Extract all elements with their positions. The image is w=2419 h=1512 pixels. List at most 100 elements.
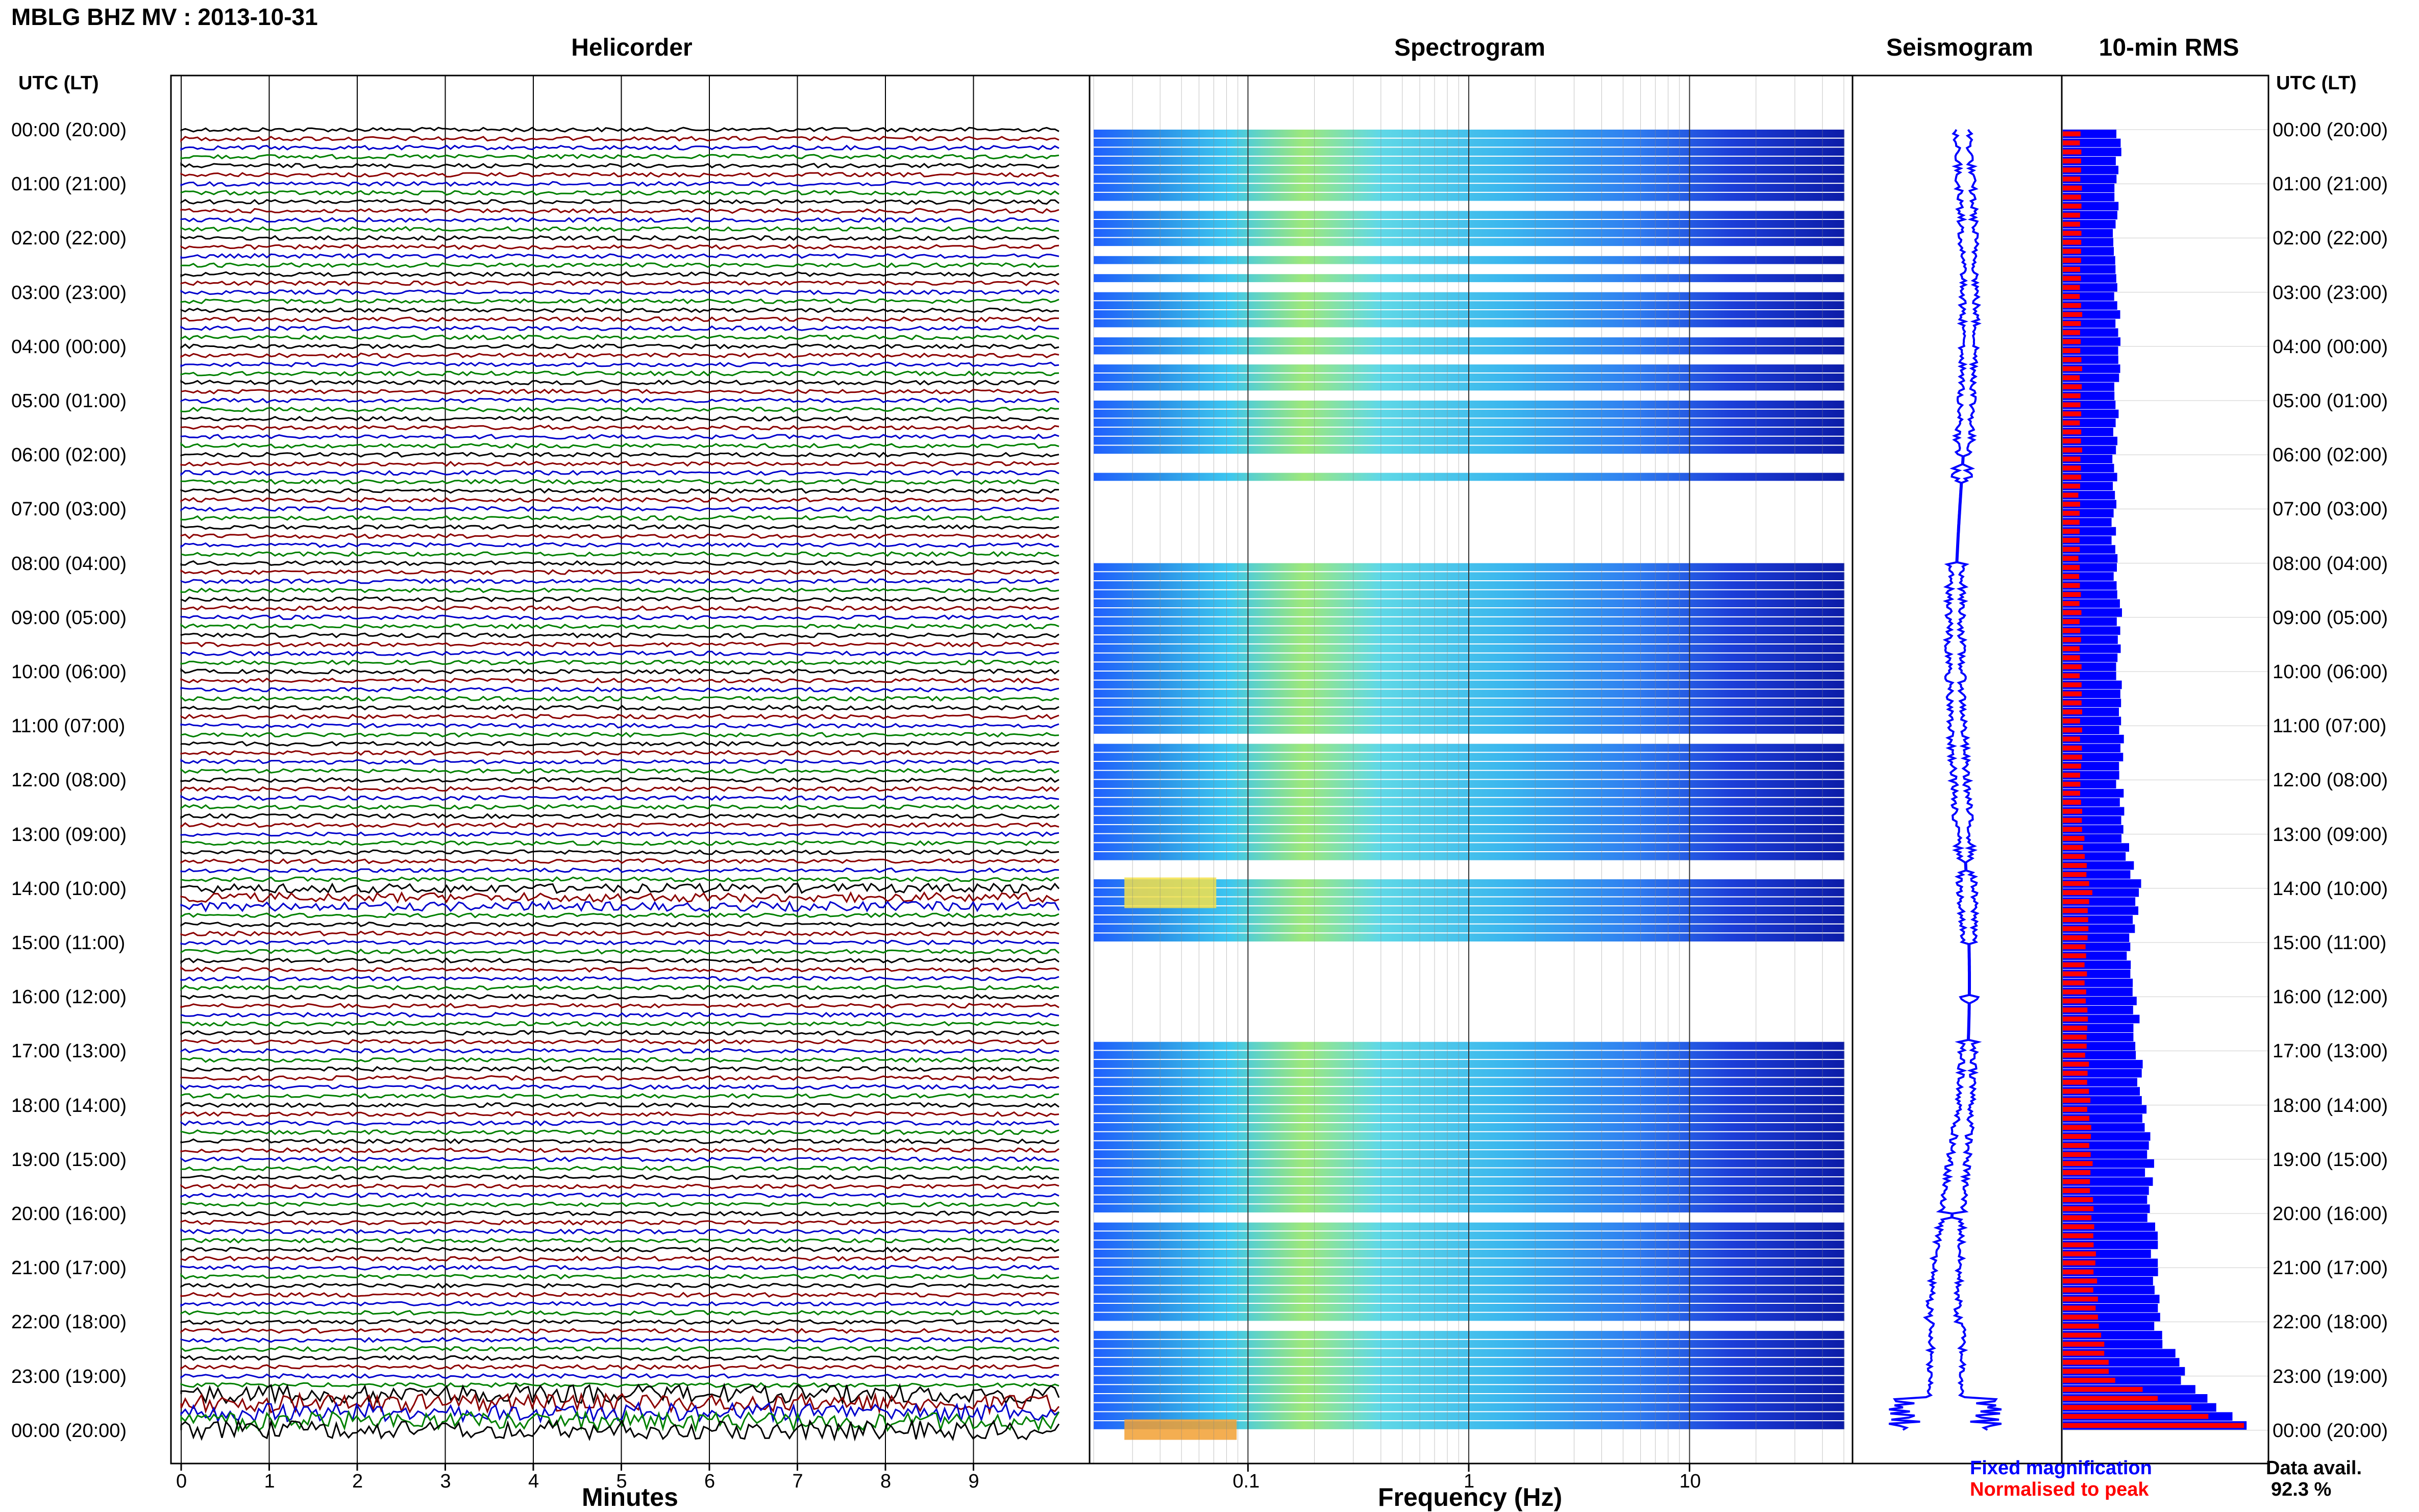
right-time-row-label: 17:00 (13:00): [2273, 1040, 2388, 1062]
helicorder-trace: [180, 136, 1059, 142]
helicorder-tick-label: 7: [792, 1471, 803, 1492]
helicorder-trace: [180, 1030, 1059, 1036]
rms-normalised-bar: [2063, 1260, 2095, 1266]
seismogram-trace-left: [1888, 129, 1970, 1431]
rms-title: 10-min RMS: [2099, 34, 2239, 61]
rms-normalised-bar: [2063, 348, 2081, 353]
rms-normalised-bar: [2063, 519, 2080, 525]
helicorder-trace: [180, 352, 1059, 359]
rms-normalised-bar: [2063, 917, 2088, 923]
helicorder-trace: [180, 398, 1059, 404]
helicorder-trace: [180, 1120, 1059, 1127]
helicorder-trace: [180, 1065, 1059, 1072]
rms-normalised-bar: [2063, 339, 2081, 344]
rms-normalised-bar: [2063, 1098, 2091, 1103]
left-time-row-label: 21:00 (17:00): [11, 1257, 127, 1279]
right-time-row-label: 11:00 (07:00): [2273, 715, 2387, 737]
rms-normalised-bar: [2063, 149, 2082, 155]
helicorder-trace: [180, 262, 1059, 268]
rms-normalised-bar: [2063, 231, 2082, 236]
seismogram-panel: [1852, 75, 2063, 1465]
helicorder-trace: [180, 596, 1059, 603]
rms-normalised-bar: [2063, 890, 2092, 895]
rms-normalised-bar: [2063, 1088, 2089, 1094]
rms-normalised-bar: [2063, 1044, 2087, 1049]
helicorder-trace: [180, 235, 1059, 241]
helicorder-trace: [180, 298, 1059, 305]
rms-normalised-bar: [2063, 321, 2081, 326]
rms-normalised-bar: [2063, 836, 2085, 841]
helicorder-trace: [180, 1328, 1059, 1334]
right-time-row-label: 07:00 (03:00): [2273, 499, 2388, 520]
helicorder-trace: [180, 1084, 1059, 1090]
rms-normalised-bar: [2063, 167, 2081, 172]
rms-normalised-bar: [2063, 628, 2081, 633]
rms-normalised-bar: [2063, 944, 2086, 950]
helicorder-trace: [180, 1247, 1059, 1253]
helicorder-trace: [180, 1336, 1059, 1343]
left-time-row-label: 10:00 (06:00): [11, 661, 127, 683]
left-time-row-label: 19:00 (15:00): [11, 1149, 127, 1171]
rms-normalised-bar: [2063, 1170, 2091, 1175]
helicorder-trace: [180, 181, 1059, 187]
rms-normalised-bar: [2063, 529, 2080, 534]
rms-normalised-bar: [2063, 718, 2080, 724]
rms-normalised-bar: [2063, 375, 2080, 381]
helicorder-trace: [180, 650, 1059, 657]
rms-normalised-bar: [2063, 980, 2085, 985]
data-avail-value: 92.3 %: [2271, 1479, 2332, 1500]
rms-normalised-bar: [2063, 691, 2082, 697]
rms-normalised-bar: [2063, 177, 2081, 182]
helicorder-trace: [180, 1093, 1059, 1099]
right-time-row-label: 14:00 (10:00): [2273, 878, 2388, 900]
left-time-row-label: 01:00 (21:00): [11, 173, 127, 195]
helicorder-trace: [180, 452, 1059, 458]
helicorder-trace: [180, 1138, 1059, 1145]
legend-normalised-to-peak: Normalised to peak: [1970, 1479, 2149, 1500]
helicorder-trace: [180, 1237, 1059, 1244]
rms-normalised-bar: [2063, 1052, 2085, 1058]
helicorder-trace: [181, 388, 1059, 394]
right-time-row-label: 23:00 (19:00): [2273, 1366, 2388, 1387]
helicorder-trace: [180, 171, 1059, 178]
rms-normalised-bar: [2063, 366, 2082, 371]
rms-normalised-bar: [2063, 402, 2081, 408]
seismogram-title: Seismogram: [1886, 34, 2034, 61]
helicorder-trace: [180, 578, 1059, 584]
rms-normalised-bar: [2063, 827, 2082, 832]
rms-normalised-bar: [2063, 908, 2088, 913]
rms-normalised-bar: [2063, 1215, 2092, 1221]
rms-normalised-bar: [2063, 664, 2082, 670]
helicorder-trace: [180, 1382, 1060, 1405]
helicorder-trace: [180, 1147, 1059, 1154]
helicorder-trace: [180, 587, 1059, 593]
left-time-row-label: 02:00 (22:00): [11, 228, 127, 250]
helicorder-trace: [180, 280, 1059, 286]
spectrogram-hotspot: [1124, 877, 1217, 908]
rms-normalised-bar: [2063, 420, 2080, 426]
rms-normalised-bar: [2063, 267, 2080, 272]
helicorder-trace: [180, 822, 1059, 829]
left-utc-header: UTC (LT): [18, 72, 99, 94]
left-time-row-label: 18:00 (14:00): [11, 1095, 127, 1117]
rms-normalised-bar: [2063, 303, 2081, 308]
helicorder-trace: [180, 1048, 1059, 1054]
rms-normalised-bar: [2063, 384, 2082, 389]
helicorder-trace: [180, 1219, 1059, 1226]
helicorder-trace: [180, 930, 1059, 937]
rms-normalised-bar: [2063, 1152, 2091, 1157]
helicorder-trace: [180, 289, 1059, 295]
left-time-row-label: 00:00 (20:00): [11, 119, 127, 141]
rms-normalised-bar: [2063, 456, 2081, 462]
helicorder-tick-label: 3: [440, 1471, 451, 1492]
rms-normalised-bar: [2063, 574, 2080, 579]
rms-normalised-bar: [2063, 998, 2086, 1004]
rms-normalised-bar: [2063, 700, 2082, 706]
right-time-row-label: 18:00 (14:00): [2273, 1095, 2388, 1117]
rms-normalised-bar: [2063, 221, 2080, 227]
helicorder-trace: [180, 948, 1059, 955]
helicorder-title: Helicorder: [571, 34, 693, 61]
right-time-row-label: 00:00 (20:00): [2273, 119, 2388, 141]
helicorder-trace: [180, 723, 1059, 729]
rms-normalised-bar: [2063, 989, 2086, 995]
